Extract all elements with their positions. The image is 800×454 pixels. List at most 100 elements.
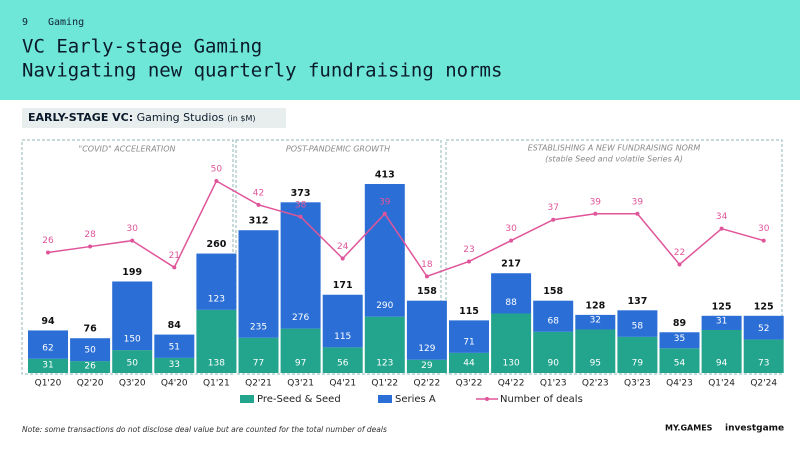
value-label: 56 bbox=[337, 359, 349, 369]
deals-point bbox=[256, 202, 261, 207]
bar-segment bbox=[364, 184, 405, 317]
x-tick-label: Q2'21 bbox=[245, 379, 272, 389]
legend-label: Number of deals bbox=[500, 394, 583, 405]
value-label: 95 bbox=[590, 359, 601, 369]
chart-label-box bbox=[22, 108, 286, 128]
total-label: 199 bbox=[122, 267, 142, 278]
bar-segment bbox=[617, 310, 658, 337]
x-tick-label: Q1'22 bbox=[371, 379, 398, 389]
bar-segment bbox=[112, 281, 153, 351]
x-tick-label: Q4'20 bbox=[161, 379, 188, 389]
bar-segment bbox=[659, 332, 700, 349]
deals-label: 22 bbox=[674, 248, 685, 258]
value-label: 50 bbox=[126, 359, 138, 369]
value-label: 88 bbox=[505, 298, 517, 308]
value-label: 51 bbox=[169, 342, 180, 352]
bar-segment bbox=[491, 273, 532, 314]
value-label: 33 bbox=[169, 360, 180, 370]
value-label: 77 bbox=[253, 359, 264, 369]
legend-label: Pre-Seed & Seed bbox=[257, 394, 341, 405]
value-label: 44 bbox=[463, 359, 475, 369]
section-name: Gaming bbox=[48, 17, 84, 28]
deals-point bbox=[172, 265, 177, 270]
value-label: 29 bbox=[421, 361, 433, 371]
x-tick-label: Q4'21 bbox=[329, 379, 356, 389]
subtitle: Navigating new quarterly fundraising nor… bbox=[22, 60, 502, 82]
total-label: 128 bbox=[585, 300, 605, 311]
value-label: 35 bbox=[674, 334, 685, 344]
legend-marker bbox=[485, 397, 489, 401]
value-label: 235 bbox=[250, 322, 267, 332]
deals-point bbox=[46, 250, 50, 255]
x-tick-label: Q2'22 bbox=[414, 379, 441, 389]
total-label: 413 bbox=[375, 170, 395, 181]
deals-point bbox=[509, 238, 514, 243]
bar-segment bbox=[491, 313, 532, 373]
header-band bbox=[0, 0, 800, 100]
deals-point bbox=[382, 211, 387, 216]
value-label: 58 bbox=[632, 321, 644, 331]
bar-segment bbox=[617, 336, 658, 373]
deals-line bbox=[47, 179, 764, 278]
section-label: ESTABLISHING A NEW FUNDRAISING NORM bbox=[528, 144, 701, 153]
value-label: 32 bbox=[590, 316, 601, 326]
x-tick-label: Q1'21 bbox=[203, 379, 230, 389]
logo-investgame: investgame bbox=[725, 424, 784, 434]
bar-segment bbox=[322, 347, 363, 373]
value-label: 31 bbox=[716, 316, 727, 326]
value-label: 90 bbox=[547, 359, 559, 369]
total-label: 171 bbox=[333, 280, 353, 291]
deals-label: 30 bbox=[505, 224, 517, 234]
value-label: 123 bbox=[208, 294, 225, 304]
deals-label: 23 bbox=[463, 245, 474, 255]
page-number: 9 bbox=[22, 17, 28, 28]
total-label: 84 bbox=[168, 320, 182, 331]
deals-label: 30 bbox=[126, 224, 138, 234]
bar-segment bbox=[575, 329, 616, 373]
value-label: 62 bbox=[42, 343, 53, 353]
bar-segment bbox=[28, 330, 68, 359]
deals-label: 37 bbox=[547, 203, 558, 213]
deals-point bbox=[593, 211, 598, 216]
bar-segment bbox=[280, 202, 321, 329]
x-tick-label: Q2'20 bbox=[77, 379, 104, 389]
x-tick-label: Q4'23 bbox=[666, 379, 693, 389]
value-label: 26 bbox=[84, 362, 96, 372]
logo-mygames: MY.GAMES bbox=[665, 424, 713, 433]
deals-point bbox=[467, 259, 471, 264]
bar-segment bbox=[659, 348, 700, 373]
bar-segment bbox=[406, 300, 447, 360]
bar-segment bbox=[743, 339, 784, 373]
bar-segment bbox=[743, 315, 784, 340]
deals-label: 18 bbox=[421, 260, 433, 270]
x-tick-label: Q3'20 bbox=[119, 379, 146, 389]
total-label: 137 bbox=[627, 296, 647, 307]
bar-segment bbox=[575, 314, 616, 330]
bar-segment bbox=[154, 357, 195, 373]
value-label: 54 bbox=[674, 359, 686, 369]
value-label: 138 bbox=[208, 359, 225, 369]
bar-segment bbox=[449, 352, 489, 373]
deals-label: 39 bbox=[379, 197, 391, 207]
deals-label: 21 bbox=[169, 251, 180, 261]
bar-segment bbox=[364, 316, 405, 373]
value-label: 79 bbox=[632, 359, 644, 369]
value-label: 150 bbox=[124, 335, 141, 345]
value-label: 115 bbox=[334, 332, 351, 342]
legend-swatch bbox=[378, 395, 392, 403]
bar-segment bbox=[238, 337, 279, 373]
total-label: 158 bbox=[417, 286, 437, 297]
bar-segment bbox=[238, 230, 279, 338]
section-label: "COVID" ACCELERATION bbox=[79, 145, 176, 154]
x-tick-label: Q1'23 bbox=[540, 379, 567, 389]
x-tick-label: Q3'23 bbox=[624, 379, 651, 389]
deals-label: 42 bbox=[253, 188, 264, 198]
chart-label: EARLY-STAGE VC: Gaming Studios (in $M) bbox=[28, 111, 256, 124]
value-label: 97 bbox=[295, 359, 306, 369]
total-label: 94 bbox=[41, 316, 55, 327]
bar-segment bbox=[406, 359, 447, 373]
total-label: 260 bbox=[206, 239, 226, 250]
bar-segment bbox=[280, 328, 321, 373]
legend-swatch bbox=[240, 395, 254, 403]
